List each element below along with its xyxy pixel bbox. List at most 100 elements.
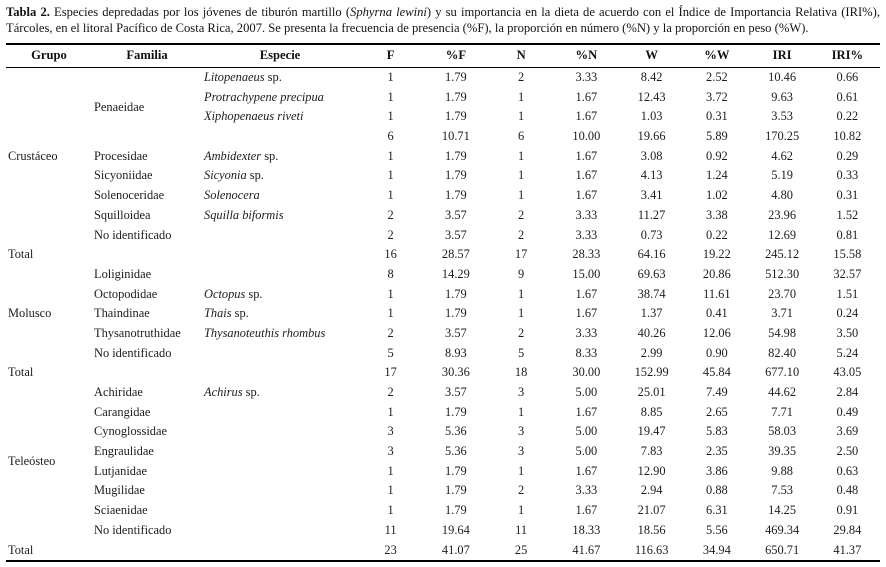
table-row: Octopodidae Octopus sp. 1 1.79 1 1.67 38.74 11.… [6,284,880,304]
cell-n: 18 [514,365,528,380]
cell-w: 18.56 [637,522,666,537]
species-name: Achirus [204,385,243,400]
cell-n: 2 [518,227,525,242]
cell-f: 1 [387,503,394,518]
cell-f: 1 [387,168,394,183]
cell-pct-iri: 29.84 [833,522,862,537]
cell-f: 23 [358,540,424,562]
cell-pct-f: 41.07 [423,540,489,562]
cell-f: 17 [384,365,397,380]
cell-w: 38.74 [637,286,666,301]
cell-pct-f: 3.57 [445,207,467,222]
cell-pct-f: 1.79 [445,286,467,301]
species-name: Protrachypene precipua [204,89,324,104]
cell-iri: 39.35 [768,444,797,459]
cell-pct-iri: 0.24 [836,306,859,321]
cell-especie [202,461,358,481]
cell-pct-w: 6.31 [706,503,728,518]
col-header-iri: IRI [749,42,815,68]
cell-pct-n: 3.33 [575,207,598,222]
cell-f: 11 [384,522,397,537]
table-row: Engraulidae 3 5.36 3 5.00 7.83 2.35 39.35 2.50 [6,442,880,462]
cell-pct-w: 3.38 [706,207,728,222]
cell-especie: Squilla biformis [202,206,358,226]
cell-especie [202,127,358,147]
cell-pct-w: 5.89 [706,129,728,144]
cell-w: 19.47 [637,424,666,439]
cell-n: 1 [518,306,525,321]
cell-iri: 58.03 [768,424,797,439]
cell-n: 25 [488,540,554,562]
cell-especie: Sicyonia sp. [202,166,358,186]
cell-pct-f: 19.64 [441,522,470,537]
cell-f: 2 [387,207,394,222]
cell-pct-n: 1.67 [575,168,598,183]
cell-pct-n: 1.67 [575,503,598,518]
table-row: Sciaenidae 1 1.79 1 1.67 21.07 6.31 14.25 0.91 [6,501,880,521]
table-header: Grupo Familia Especie F %F N %N W %W IRI… [6,42,880,68]
col-header-pct-w: %W [684,42,750,68]
cell-iri: 14.25 [768,503,797,518]
cell-pct-f: 1.79 [445,306,467,321]
cell-iri: 23.96 [768,207,797,222]
cell-pct-n: 5.00 [575,385,598,400]
cell-iri: 170.25 [765,129,800,144]
cell-iri: 44.62 [768,385,797,400]
cell-iri: 4.62 [771,148,793,163]
cell-pct-iri: 0.48 [836,483,859,498]
table-row: Teleósteo Achiridae Achirus sp. 2 3.57 3 5.00 2… [6,383,880,468]
cell-pct-w: 0.41 [706,306,728,321]
cell-pct-w: 0.88 [706,483,728,498]
cell-pct-w: 0.31 [706,109,728,124]
cell-n: 1 [518,109,525,124]
cell-especie [202,422,358,442]
cell-familia: No identificado [94,345,172,360]
cell-especie: Protrachypene precipua [202,87,358,107]
cell-familia: Octopodidae [94,286,158,301]
cell-familia: Loliginidae [94,266,152,281]
table-row: Solenoceridae Solenocera 1 1.79 1 1.67 3.41 1.0… [6,186,880,206]
cell-iri: 512.30 [765,266,800,281]
cell-pct-f: 5.36 [445,444,467,459]
cell-pct-w: 2.52 [706,70,728,85]
cell-f: 1 [387,483,394,498]
cell-n: 6 [518,129,525,144]
cell-f: 5 [387,345,394,360]
cell-familia: Sicyoniidae [94,168,153,183]
cell-especie: Ambidexter sp. [202,146,358,166]
cell-familia: Engraulidae [94,444,154,459]
cell-pct-iri: 0.22 [836,109,859,124]
cell-pct-w: 7.49 [706,385,728,400]
cell-familia: Carangidae [94,404,151,419]
cell-n: 1 [518,89,525,104]
cell-w: 69.63 [637,266,666,281]
species-name: Solenocera [204,188,260,203]
table-row: Crustáceo Penaeidae Litopenaeus sp. 1 1.79 2 3… [6,67,880,162]
cell-familia: Thaindinae [94,306,150,321]
table-row: Mugilidae 1 1.79 2 3.33 2.94 0.88 7.53 0.48 [6,481,880,501]
col-header-pct-iri: IRI% [814,42,880,68]
species-suffix: sp. [245,286,263,301]
cell-pct-iri: 2.84 [836,385,859,400]
cell-pct-f: 1.79 [445,168,467,183]
table-row: Lutjanidae 1 1.79 1 1.67 12.90 3.86 9.88 0.63 [6,461,880,481]
cell-especie [202,402,358,422]
cell-familia: Achiridae [94,385,143,400]
cell-pct-f: 10.71 [441,129,470,144]
cell-pct-n: 8.33 [575,345,598,360]
species-suffix: sp. [231,306,249,321]
cell-pct-w: 0.90 [706,345,728,360]
cell-pct-w: 20.86 [702,266,731,281]
cell-w: 64.16 [637,247,666,262]
cell-especie [202,481,358,501]
cell-pct-f: 28.57 [441,247,470,262]
cell-pct-w: 19.22 [702,247,731,262]
cell-especie [202,501,358,521]
cell-pct-f: 1.79 [445,109,467,124]
cell-familia: Penaeidae [94,99,145,114]
cell-familia: No identificado [94,227,172,242]
table-row: Thaindinae Thais sp. 1 1.79 1 1.67 1.37 0.41 3.7… [6,304,880,324]
cell-iri: 9.63 [771,89,793,104]
table-row: Cynoglossidae 3 5.36 3 5.00 19.47 5.83 58.03 3.6… [6,422,880,442]
cell-w: 21.07 [637,503,666,518]
